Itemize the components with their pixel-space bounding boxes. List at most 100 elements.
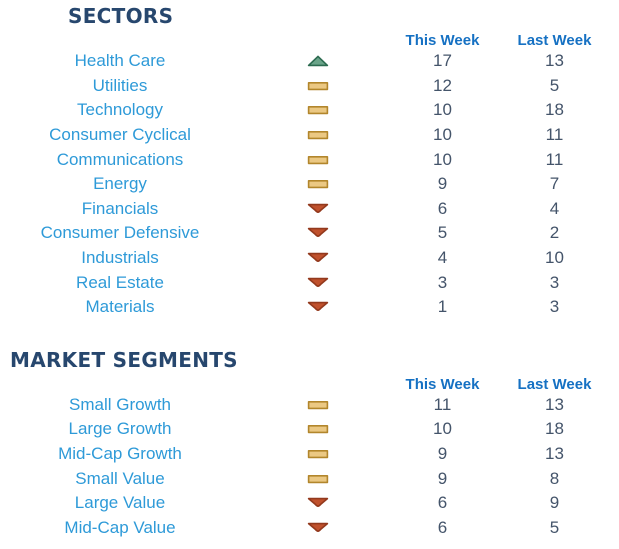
trend-icon-cell — [240, 448, 395, 460]
this-week-value: 9 — [437, 444, 448, 464]
this-week-value: 6 — [437, 198, 448, 218]
row-label[interactable]: Small Value — [75, 468, 165, 488]
last-week-value: 9 — [549, 493, 560, 513]
flat-trend-icon — [307, 106, 328, 115]
flat-trend-icon — [307, 425, 328, 434]
column-header-last-week: Last Week — [517, 32, 592, 49]
trend-icon-cell — [240, 497, 395, 509]
table-row: Technology 10 18 — [0, 98, 619, 123]
table-row: Mid-Cap Growth 9 13 — [0, 442, 619, 467]
trend-icon-cell — [240, 227, 395, 239]
table-row: Consumer Cyclical 10 11 — [0, 123, 619, 148]
section-title-sectors: SECTORS — [68, 4, 174, 28]
row-label[interactable]: Real Estate — [76, 272, 164, 292]
last-week-value: 13 — [545, 51, 564, 71]
this-week-value: 6 — [437, 517, 448, 537]
row-label[interactable]: Financials — [81, 198, 159, 218]
last-week-value: 7 — [549, 174, 560, 194]
row-label[interactable]: Large Growth — [68, 419, 172, 439]
flat-trend-icon — [307, 155, 328, 164]
trend-icon-cell — [240, 129, 395, 141]
last-week-value: 3 — [549, 297, 560, 317]
this-week-value: 10 — [433, 419, 452, 439]
table-row: Financials 6 4 — [0, 197, 619, 222]
down-trend-icon — [307, 302, 328, 312]
row-label[interactable]: Mid-Cap Value — [64, 517, 176, 537]
row-label[interactable]: Industrials — [81, 248, 159, 268]
column-header-this-week: This Week — [405, 32, 480, 49]
last-week-value: 11 — [545, 125, 564, 145]
row-label[interactable]: Mid-Cap Growth — [58, 444, 182, 464]
last-week-value: 5 — [549, 517, 560, 537]
last-week-value: 2 — [549, 223, 560, 243]
table-row: Large Value 6 9 — [0, 491, 619, 516]
row-label[interactable]: Materials — [85, 297, 155, 317]
last-week-value: 11 — [545, 149, 564, 169]
this-week-value: 1 — [437, 297, 448, 317]
flat-trend-icon — [307, 474, 328, 483]
trend-icon-cell — [240, 154, 395, 166]
trend-icon-cell — [240, 203, 395, 215]
table-row: Consumer Defensive 5 2 — [0, 221, 619, 246]
this-week-value: 4 — [437, 248, 448, 268]
sectors-table-body: Health Care 17 13 Utilities 12 5 Technol… — [0, 49, 619, 320]
flat-trend-icon — [307, 81, 328, 91]
column-header-this-week: This Week — [405, 375, 480, 393]
this-week-value: 17 — [433, 51, 452, 71]
table-row: Materials 1 3 — [0, 295, 619, 320]
trend-icon-cell — [240, 178, 395, 190]
flat-trend-icon — [307, 131, 328, 140]
down-trend-icon — [307, 277, 328, 287]
down-trend-icon — [307, 228, 328, 238]
table-row: Large Growth 10 18 — [0, 417, 619, 442]
trend-icon-cell — [240, 301, 395, 313]
row-label[interactable]: Health Care — [74, 51, 166, 71]
down-trend-icon — [307, 498, 328, 508]
table-row: Industrials 4 10 — [0, 246, 619, 271]
row-label[interactable]: Consumer Cyclical — [49, 125, 191, 145]
table-row: Real Estate 3 3 — [0, 270, 619, 295]
down-trend-icon — [307, 522, 328, 532]
last-week-value: 13 — [545, 444, 564, 464]
row-label[interactable]: Large Value — [74, 493, 166, 513]
this-week-value: 10 — [433, 100, 452, 120]
this-week-value: 9 — [437, 174, 448, 194]
this-week-value: 12 — [433, 75, 452, 95]
row-label[interactable]: Energy — [93, 174, 147, 194]
row-label[interactable]: Small Growth — [68, 394, 172, 414]
last-week-value: 5 — [549, 75, 560, 95]
column-header-row: This Week Last Week — [0, 376, 619, 393]
trend-icon-cell — [240, 277, 395, 289]
row-label[interactable]: Technology — [76, 100, 163, 120]
row-label[interactable]: Consumer Defensive — [40, 223, 200, 243]
this-week-value: 10 — [433, 149, 452, 169]
this-week-value: 3 — [437, 272, 448, 292]
table-row: Utilities 12 5 — [0, 74, 619, 99]
last-week-value: 8 — [549, 468, 560, 488]
this-week-value: 10 — [433, 125, 452, 145]
table-row: Mid-Cap Value 6 5 — [0, 516, 619, 541]
trend-icon-cell — [240, 522, 395, 534]
flat-trend-icon — [307, 180, 328, 189]
row-label[interactable]: Communications — [56, 149, 184, 169]
column-header-row: This Week Last Week — [0, 32, 619, 49]
this-week-value: 6 — [437, 493, 448, 513]
table-row: Health Care 17 13 — [0, 49, 619, 74]
last-week-value: 4 — [549, 198, 560, 218]
this-week-value: 5 — [437, 223, 448, 243]
trend-icon-cell — [240, 399, 395, 411]
trend-icon-cell — [240, 252, 395, 264]
last-week-value: 18 — [545, 100, 564, 120]
trend-icon-cell — [240, 423, 395, 435]
down-trend-icon — [307, 252, 328, 262]
column-header-last-week: Last Week — [517, 375, 592, 393]
down-trend-icon — [307, 203, 328, 213]
row-label[interactable]: Utilities — [92, 75, 148, 95]
last-week-value: 13 — [545, 394, 564, 414]
market-segments-table-body: Small Growth 11 13 Large Growth 10 18 Mi… — [0, 393, 619, 541]
trend-icon-cell — [240, 80, 395, 92]
table-row: Small Growth 11 13 — [0, 393, 619, 418]
table-row: Energy 9 7 — [0, 172, 619, 197]
last-week-value: 10 — [545, 248, 564, 268]
